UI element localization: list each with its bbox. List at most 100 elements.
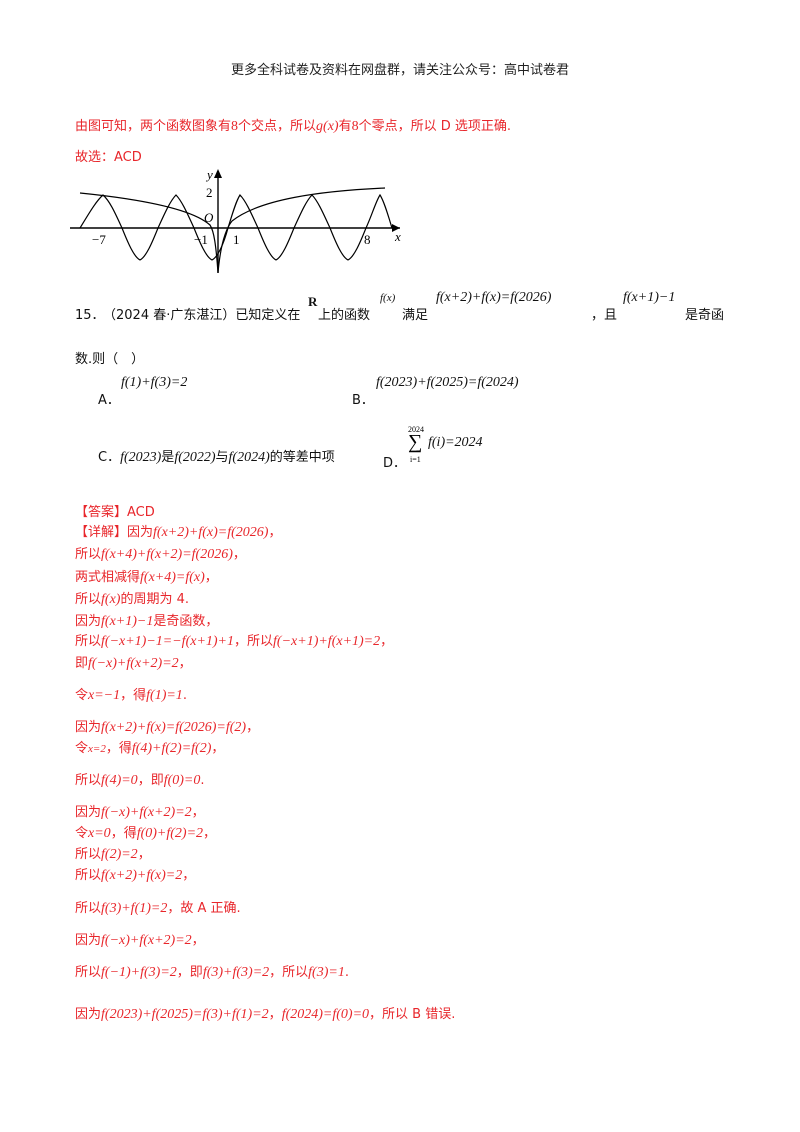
question-number: 15．	[75, 308, 105, 323]
text: 因为	[75, 614, 102, 629]
eq-5: f(x+1)−1	[101, 614, 154, 629]
text: 因为	[75, 1007, 102, 1022]
solution-line-8: 令x=−1，得f(1)=1.	[75, 684, 187, 704]
text: ，所以 B 错误.	[369, 1007, 456, 1022]
question-text-3: ，且	[591, 308, 618, 323]
text: 所以	[75, 547, 102, 562]
solution-line-11: 所以f(4)=0，即f(0)=0.	[75, 769, 205, 789]
sum-lower-limit: i=1	[410, 455, 421, 464]
punct: ，	[191, 933, 205, 948]
text: 所以	[75, 965, 102, 980]
text: 两式相减得	[75, 570, 141, 585]
option-c: C．f(2023)是f(2022)与f(2024)的等差中项	[98, 446, 335, 466]
count-8-b: 8	[351, 119, 359, 134]
conclusion-text-c: 有	[338, 119, 352, 134]
solution-line-6: 所以f(−x+1)−1=−f(x+1)+1，所以f(−x+1)+f(x+1)=2…	[75, 630, 393, 650]
text: 所以	[75, 634, 102, 649]
tick-label-2: 2	[206, 185, 213, 200]
text: 所以	[75, 592, 102, 607]
text: 因为	[75, 720, 102, 735]
option-c-label: C．	[98, 450, 121, 465]
solution-line-5: 因为f(x+1)−1是奇函数，	[75, 610, 218, 630]
text: 即	[75, 656, 89, 671]
eq-14: f(2)=2	[101, 847, 138, 862]
punct: ，	[203, 826, 217, 841]
eq-10b: f(4)+f(2)=f(2)	[131, 741, 212, 756]
eq-8a: x=−1	[88, 688, 121, 703]
page-header: 更多全科试卷及资料在网盘群，请关注公众号：高中试卷君	[231, 63, 570, 78]
solution-line-10: 令x=2，得f(4)+f(2)=f(2)，	[75, 737, 224, 757]
solution-line-17: 因为f(−x)+f(x+2)=2，	[75, 929, 205, 949]
punct: ，	[268, 525, 282, 540]
text: ，所以	[234, 634, 274, 649]
punct: .	[200, 773, 205, 788]
solution-line-18: 所以f(−1)+f(3)=2，即f(3)+f(3)=2，所以f(3)=1.	[75, 961, 349, 981]
eq-9: f(x+2)+f(x)=f(2026)=f(2)	[101, 720, 247, 735]
eq-13a: x=0	[88, 826, 111, 841]
option-c-f2022: f(2022)	[174, 450, 216, 465]
solution-line-19: 因为f(2023)+f(2025)=f(3)+f(1)=2，f(2024)=f(…	[75, 1003, 455, 1023]
text: 所以	[75, 868, 102, 883]
punct: ，	[380, 634, 394, 649]
eq-8b: f(1)=1	[146, 688, 183, 703]
eq-6a: f(−x+1)−1=−f(x+1)+1	[101, 634, 235, 649]
text: 所以	[75, 901, 102, 916]
question-text-2: 满足	[402, 308, 429, 323]
option-d-sum: 2024 ∑ i=1	[405, 425, 429, 465]
y-axis-label: y	[205, 167, 213, 182]
tick-label-1: 1	[233, 232, 240, 247]
solution-line-14: 所以f(2)=2，	[75, 843, 151, 863]
punct: ，	[232, 547, 246, 562]
punct: ，	[178, 656, 192, 671]
solution-line-13: 令x=0，得f(0)+f(2)=2，	[75, 822, 216, 842]
solution-line-16: 所以f(3)+f(1)=2，故 A 正确.	[75, 897, 241, 917]
option-c-text-1: 是	[161, 450, 175, 465]
eq-12: f(−x)+f(x+2)=2	[101, 805, 192, 820]
answer-label: 【答案】ACD	[75, 505, 155, 520]
eq-11a: f(4)=0	[101, 773, 138, 788]
question-stem-line1: 15． （2024 春·广东湛江）已知定义在 R 上的函数 f(x) 满足 f(…	[75, 290, 755, 324]
solution-line-12: 因为f(−x)+f(x+2)=2，	[75, 801, 205, 821]
periodic-curve	[79, 193, 393, 261]
y-axis-arrow	[214, 169, 222, 178]
solution-line-7: 即f(−x)+f(x+2)=2，	[75, 652, 192, 672]
eq-7: f(−x)+f(x+2)=2	[88, 656, 179, 671]
eq-18a: f(−1)+f(3)=2	[101, 965, 177, 980]
punct: ，	[182, 868, 196, 883]
text: 因为	[75, 805, 102, 820]
option-d-label: D．	[383, 456, 407, 471]
real-numbers-symbol: R	[308, 294, 318, 309]
question-text-4: 是奇函	[685, 308, 725, 323]
tick-label-neg1: −1	[194, 232, 208, 247]
eq-3: f(x+4)=f(x)	[140, 570, 205, 585]
x-axis-label: x	[394, 229, 401, 244]
text: ，所以	[269, 965, 309, 980]
text: ，即	[176, 965, 203, 980]
solution-line-9: 因为f(x+2)+f(x)=f(2026)=f(2)，	[75, 716, 259, 736]
solution-line-3: 两式相减得f(x+4)=f(x)，	[75, 566, 218, 586]
punct: ，	[204, 570, 218, 585]
text: 令	[75, 826, 89, 841]
eq-10a: x=2	[88, 743, 106, 755]
option-c-text-2: 与	[215, 450, 229, 465]
eq-13b: f(0)+f(2)=2	[136, 826, 204, 841]
eq-16: f(3)+f(1)=2	[101, 901, 168, 916]
x-axis-arrow	[392, 224, 400, 232]
punct: .	[344, 965, 349, 980]
text: 是奇函数，	[153, 614, 219, 629]
eq-1: f(x+2)+f(x)=f(2026)	[153, 525, 269, 540]
option-a-label: A．	[98, 393, 120, 408]
odd-function-expr: f(x+1)−1	[623, 290, 676, 305]
detail-label: 【详解】因为	[75, 525, 154, 540]
option-c-f2024: f(2024)	[228, 450, 270, 465]
solution-line-15: 所以f(x+2)+f(x)=2，	[75, 864, 195, 884]
punct: ，	[191, 805, 205, 820]
text: 所以	[75, 847, 102, 862]
text: 因为	[75, 933, 102, 948]
eq-19b: f(2024)=f(0)=0	[281, 1007, 370, 1022]
solution-line-4: 所以f(x)的周期为 4.	[75, 588, 189, 608]
function-graph: y x 2 O −7 −1 1 8	[70, 167, 401, 274]
eq-17: f(−x)+f(x+2)=2	[101, 933, 192, 948]
text: ，故 A 正确.	[167, 901, 241, 916]
question-stem-line2: 数.则（ ）	[75, 352, 145, 367]
